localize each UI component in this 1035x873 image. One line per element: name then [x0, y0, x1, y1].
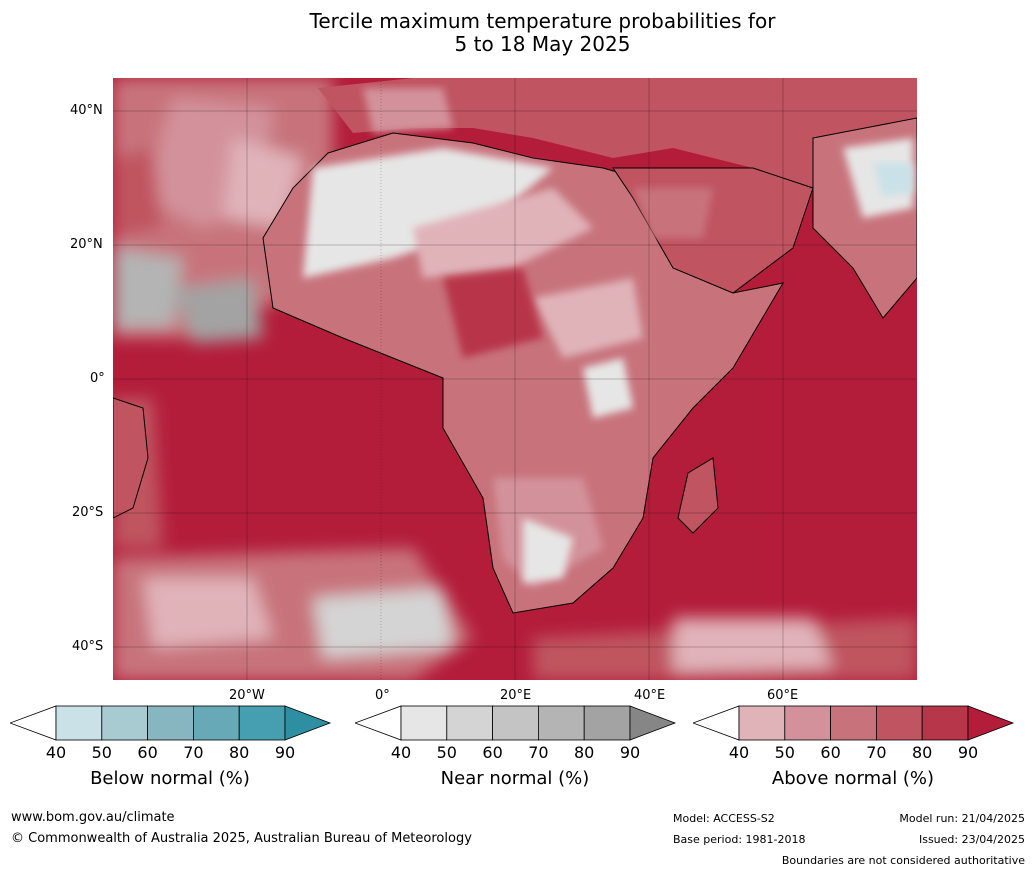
near-normal-tick-label: 50 [436, 743, 457, 762]
below-normal-tick-label: 70 [183, 743, 204, 762]
above-normal-colorbar [693, 705, 1015, 741]
above-normal-tick-label: 90 [957, 743, 979, 762]
above-normal-segment [921, 705, 969, 741]
above-normal-tick-label: 50 [774, 743, 795, 762]
lon-label-40e: 40°E [634, 688, 666, 703]
south-america-edge [113, 397, 149, 519]
above-normal-tick-label: 40 [728, 743, 750, 762]
lat-label-20n: 20°N [70, 237, 103, 252]
probability-map [113, 78, 917, 680]
above-normal-segment [830, 705, 877, 741]
below-normal-segment [147, 705, 194, 741]
lat-label-40n: 40°N [70, 103, 103, 118]
footer-model: Model: ACCESS-S2 [673, 812, 775, 825]
above-normal-high-arrow [967, 705, 1015, 741]
footer-url: www.bom.gov.au/climate [11, 810, 175, 825]
near-normal-segment [446, 705, 494, 741]
lon-label-20w: 20°W [229, 688, 265, 703]
lon-label-60e: 60°E [767, 688, 799, 703]
above-normal-tick-label: 70 [866, 743, 887, 762]
lat-label-0: 0° [90, 371, 105, 386]
below-normal-tick-label: 60 [137, 743, 158, 762]
europe-landmass [318, 78, 917, 188]
above-normal-segment [738, 705, 786, 741]
above-normal-tick-label: 60 [820, 743, 841, 762]
footer-copyright: © Commonwealth of Australia 2025, Austra… [11, 831, 472, 846]
below-normal-segment [238, 705, 286, 741]
above-normal-caption: Above normal (%) [771, 768, 935, 789]
below-normal-tick-label: 40 [45, 743, 67, 762]
near-normal-high-arrow [629, 705, 677, 741]
near-normal-caption: Near normal (%) [440, 768, 590, 789]
below-normal-segment [55, 705, 103, 741]
below-normal-low-arrow [10, 705, 57, 741]
below-normal-tick-label: 80 [229, 743, 250, 762]
below-normal-colorbar [10, 705, 332, 741]
near-normal-colorbar [355, 705, 677, 741]
footer-model-run: Model run: 21/04/2025 [899, 812, 1025, 825]
near-normal-segment [400, 705, 448, 741]
near-normal-tick-label: 60 [482, 743, 503, 762]
below-normal-high-arrow [284, 705, 332, 741]
below-normal-segment [101, 705, 149, 741]
above-normal-tick-label: 80 [912, 743, 933, 762]
map-svg [113, 78, 917, 680]
above-normal-low-arrow [693, 705, 740, 741]
near-normal-tick-label: 40 [390, 743, 412, 762]
near-normal-segment [583, 705, 631, 741]
graticule [113, 78, 917, 680]
below-normal-tick-label: 90 [274, 743, 296, 762]
arabia-landmass [612, 117, 917, 319]
near-normal-segment [492, 705, 539, 741]
lat-label-40s: 40°S [72, 639, 104, 654]
below-normal-caption: Below normal (%) [90, 768, 250, 789]
title-line-1: Tercile maximum temperature probabilitie… [309, 9, 776, 33]
title-line-2: 5 to 18 May 2025 [454, 32, 631, 56]
footer-base-period: Base period: 1981-2018 [673, 833, 806, 846]
near-normal-segment [537, 705, 585, 741]
near-normal-low-arrow [355, 705, 402, 741]
above-normal-segment [875, 705, 923, 741]
near-normal-tick-label: 90 [619, 743, 641, 762]
below-normal-segment [192, 705, 240, 741]
near-normal-tick-label: 80 [574, 743, 595, 762]
lon-label-20e: 20°E [500, 688, 532, 703]
madagascar [677, 457, 719, 534]
below-normal-tick-label: 50 [91, 743, 112, 762]
footer-issued: Issued: 23/04/2025 [918, 833, 1025, 846]
lon-label-0: 0° [375, 688, 390, 703]
near-normal-tick-label: 70 [528, 743, 549, 762]
footer-disclaimer: Boundaries are not considered authoritat… [781, 854, 1025, 867]
chart-title: Tercile maximum temperature probabilitie… [0, 10, 1035, 56]
above-normal-segment [784, 705, 832, 741]
africa-landmass [262, 132, 784, 614]
lat-label-20s: 20°S [72, 505, 104, 520]
